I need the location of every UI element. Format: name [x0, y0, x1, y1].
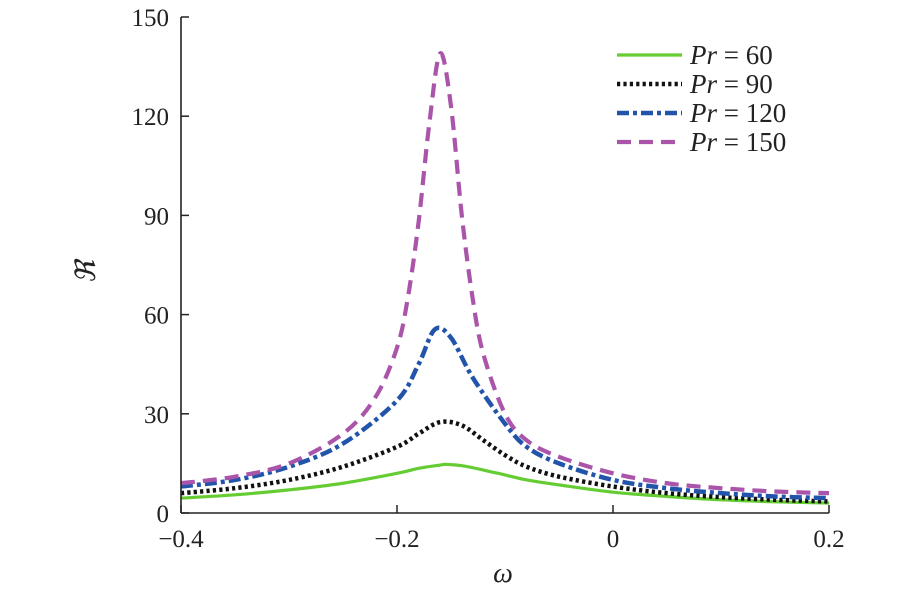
y-axis-title: ℜ [71, 257, 102, 283]
legend-label: Pr = 120 [689, 98, 786, 128]
x-tick-label: −0.4 [158, 526, 204, 553]
y-tick-label: 150 [132, 5, 170, 32]
y-tick-label: 30 [144, 402, 169, 429]
y-tick-label: 120 [132, 104, 170, 131]
tick-labels: 0 30 60 90 120 150 −0.4 −0.2 0 0.2 [132, 5, 845, 553]
legend-label: Pr = 60 [689, 40, 773, 70]
x-tick-label: −0.2 [374, 526, 419, 553]
y-tick-label: 90 [144, 203, 169, 230]
series-line [180, 419, 830, 504]
y-tick-label: 0 [157, 501, 170, 528]
axes [180, 16, 830, 514]
plot-lines [180, 51, 830, 505]
x-axis-title: ω [493, 558, 513, 589]
series-line [180, 462, 830, 505]
legend-label: Pr = 150 [689, 127, 786, 157]
y-tick-label: 60 [144, 303, 169, 330]
legend-label: Pr = 90 [689, 69, 773, 99]
series-line [180, 51, 830, 496]
series-line [180, 325, 830, 501]
x-tick-label: 0 [607, 526, 620, 553]
x-tick-label: 0.2 [813, 526, 844, 553]
